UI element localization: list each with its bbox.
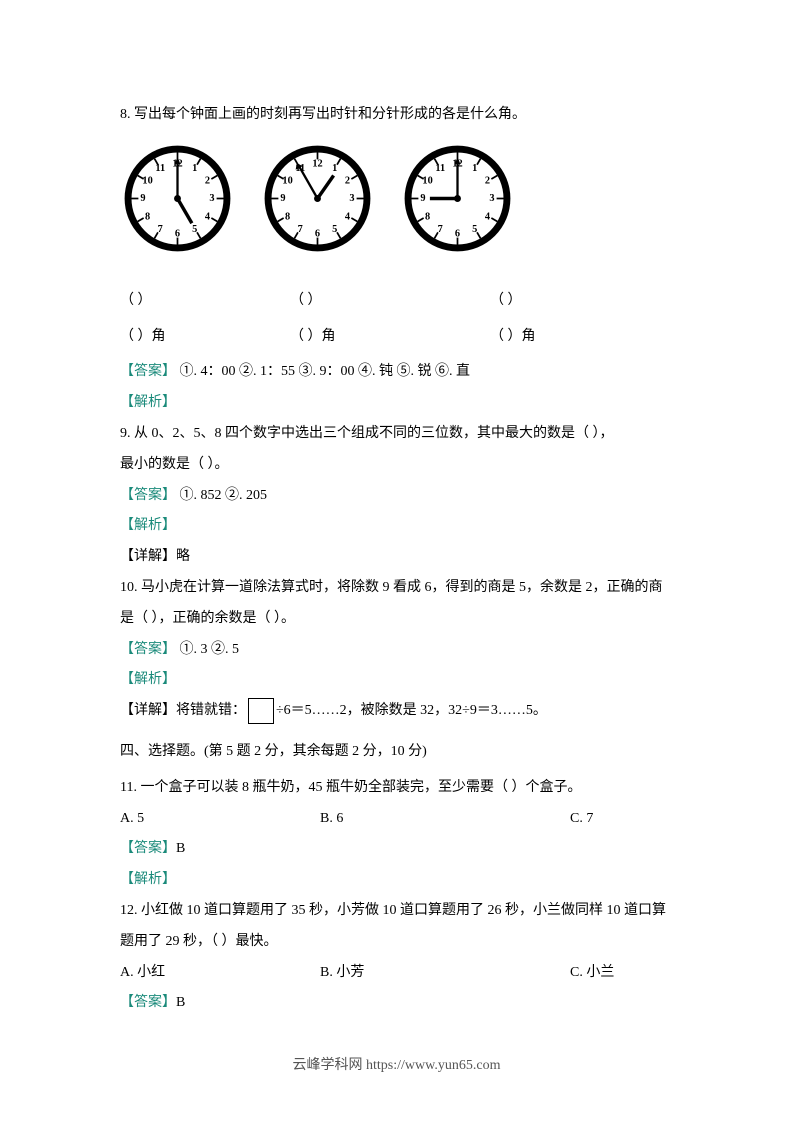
svg-text:10: 10 [142,175,152,186]
q9-detail: 【详解】略 [120,542,673,573]
q9-answer: 【答案】 ①. 852 ②. 205 [120,481,673,512]
answer-label: 【答案】 [120,642,176,657]
answer-label: 【答案】 [120,364,176,379]
svg-text:2: 2 [205,175,210,186]
answer-label: 【答案】 [120,995,176,1010]
svg-text:5: 5 [472,224,477,235]
q10-answer: 【答案】 ①. 3 ②. 5 [120,635,673,666]
q10-analysis: 【解析】 [120,665,673,696]
svg-text:1: 1 [332,163,337,174]
svg-text:11: 11 [435,163,445,174]
q8-blanks-1: （ ） （ ） （ ） [120,286,673,317]
blank: （ ）角 [120,322,290,353]
q12-answer: 【答案】B [120,988,673,1019]
svg-text:6: 6 [175,228,180,239]
answer-value: B [176,995,185,1010]
svg-text:8: 8 [285,211,290,222]
q8-text: 8. 写出每个钟面上画的时刻再写出时针和分针形成的各是什么角。 [120,100,673,131]
answer-text: ①. 4：00 ②. 1：55 ③. 9：00 ④. 钝 ⑤. 锐 ⑥. 直 [176,364,470,379]
q8-blanks-2: （ ）角 （ ）角 （ ）角 [120,322,673,353]
section4-title: 四、选择题。(第 5 题 2 分，其余每题 2 分，10 分) [120,737,673,768]
svg-text:1: 1 [472,163,477,174]
blank: （ ） [290,286,490,317]
svg-text:10: 10 [422,175,432,186]
blank: （ ）角 [290,322,490,353]
q10-detail: 【详解】将错就错： ÷6＝5……2，被除数是 32，32÷9＝3……5。 [120,696,673,727]
q10-text: 10. 马小虎在计算一道除法算式时，将除数 9 看成 6，得到的商是 5，余数是… [120,573,673,604]
svg-text:11: 11 [155,163,165,174]
svg-text:7: 7 [158,224,163,235]
svg-text:4: 4 [205,211,210,222]
q12-text2: 题用了 29 秒，（ ）最快。 [120,927,673,958]
q11-answer: 【答案】B [120,834,673,865]
svg-text:6: 6 [315,228,320,239]
option-b: B. 小芳 [320,958,570,989]
svg-text:3: 3 [489,193,494,204]
answer-text: ①. 3 ②. 5 [176,642,239,657]
option-a: A. 小红 [120,958,320,989]
svg-text:9: 9 [420,193,425,204]
option-c: C. 小兰 [570,958,670,989]
svg-text:7: 7 [298,224,303,235]
detail-prefix: 【详解】将错就错： [120,703,246,718]
detail-suffix: ÷6＝5……2，被除数是 32，32÷9＝3……5。 [276,703,547,718]
clock-1: 123 69 12 45 78 1011 [120,141,235,256]
blank: （ ）角 [490,322,670,353]
option-c: C. 7 [570,804,670,835]
svg-text:2: 2 [345,175,350,186]
svg-text:10: 10 [282,175,292,186]
q11-options: A. 5 B. 6 C. 7 [120,804,673,835]
svg-text:9: 9 [280,193,285,204]
q8-answer: 【答案】 ①. 4：00 ②. 1：55 ③. 9：00 ④. 钝 ⑤. 锐 ⑥… [120,357,673,388]
clocks-row: 123 69 12 45 78 1011 123 69 12 45 78 [120,141,673,256]
answer-label: 【答案】 [120,488,176,503]
q8-analysis: 【解析】 [120,388,673,419]
svg-text:1: 1 [192,163,197,174]
svg-text:3: 3 [349,193,354,204]
q9-analysis: 【解析】 [120,511,673,542]
svg-text:9: 9 [140,193,145,204]
svg-text:3: 3 [209,193,214,204]
clock-2: 123 69 12 45 78 1011 [260,141,375,256]
option-a: A. 5 [120,804,320,835]
blank: （ ） [490,286,670,317]
clock-3: 123 69 12 45 78 1011 [400,141,515,256]
svg-text:5: 5 [192,224,197,235]
answer-text: ①. 852 ②. 205 [176,488,267,503]
page-footer: 云峰学科网 https://www.yun65.com [0,1051,793,1082]
svg-text:2: 2 [485,175,490,186]
q9-text: 9. 从 0、2、5、8 四个数字中选出三个组成不同的三位数，其中最大的数是（ … [120,419,673,450]
option-b: B. 6 [320,804,570,835]
box-icon [248,698,274,724]
svg-text:7: 7 [438,224,443,235]
q10-text2: 是（ ），正确的余数是（ ）。 [120,604,673,635]
svg-text:12: 12 [312,158,322,169]
answer-value: B [176,841,185,856]
svg-text:8: 8 [425,211,430,222]
q12-options: A. 小红 B. 小芳 C. 小兰 [120,958,673,989]
svg-text:4: 4 [345,211,350,222]
q12-text: 12. 小红做 10 道口算题用了 35 秒，小芳做 10 道口算题用了 26 … [120,896,673,927]
q9-text2: 最小的数是（ ）。 [120,450,673,481]
svg-text:5: 5 [332,224,337,235]
q11-text: 11. 一个盒子可以装 8 瓶牛奶，45 瓶牛奶全部装完，至少需要（ ）个盒子。 [120,773,673,804]
svg-text:8: 8 [145,211,150,222]
blank: （ ） [120,286,290,317]
answer-label: 【答案】 [120,841,176,856]
svg-text:4: 4 [485,211,490,222]
svg-text:6: 6 [455,228,460,239]
q11-analysis: 【解析】 [120,865,673,896]
